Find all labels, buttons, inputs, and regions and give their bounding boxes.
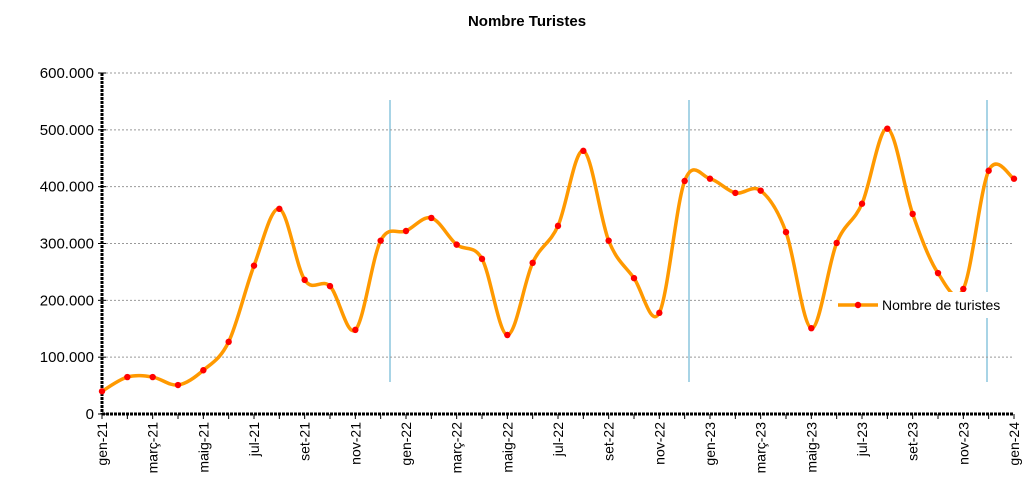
x-tick-label: gen-24 [1006, 422, 1022, 466]
data-point [884, 125, 891, 132]
x-tick-label: març-23 [753, 422, 769, 474]
x-tick-label: maig-21 [195, 422, 211, 473]
data-point [326, 282, 334, 290]
y-tick-label: 0 [86, 406, 94, 423]
x-tick-label: gen-22 [398, 422, 414, 466]
y-tick-label: 600.000 [40, 65, 94, 82]
data-point [377, 237, 384, 244]
x-tick-label: nov-21 [347, 422, 363, 465]
data-point [782, 228, 790, 236]
data-point [529, 259, 536, 267]
data-point [605, 237, 612, 244]
data-point [453, 241, 460, 248]
data-point [98, 388, 106, 395]
data-point [1010, 175, 1018, 182]
y-tick-label: 200.000 [40, 292, 94, 309]
x-tick-label: gen-23 [702, 422, 718, 466]
y-tick-label: 100.000 [40, 349, 94, 366]
data-point [478, 255, 486, 263]
data-point [200, 367, 207, 374]
series-line [101, 126, 1016, 393]
x-tick-label: jul-23 [854, 422, 870, 457]
x-tick-label: jul-22 [550, 422, 566, 457]
data-point [808, 324, 815, 332]
data-point [960, 285, 967, 293]
data-point [630, 274, 638, 282]
x-tick-label: set-22 [601, 422, 617, 461]
legend: Nombre de turistes [832, 292, 1030, 318]
data-point [124, 373, 131, 381]
data-point [732, 189, 739, 197]
chart-title: Nombre Turistes [468, 13, 586, 30]
x-tick-label: nov-22 [651, 422, 667, 465]
data-point [174, 381, 182, 389]
y-tick-label: 500.000 [40, 122, 94, 139]
year-separators [389, 100, 988, 382]
data-point [554, 222, 562, 230]
data-point [225, 338, 232, 346]
x-tick-label: jul-21 [246, 422, 262, 457]
data-point [149, 373, 156, 381]
data-point [985, 167, 992, 174]
data-point [276, 205, 283, 213]
data-point [504, 331, 511, 339]
data-point [706, 175, 714, 182]
data-point [301, 276, 308, 284]
data-point [656, 309, 663, 317]
data-point [934, 269, 942, 277]
data-point [858, 200, 866, 207]
x-tick-label: març-21 [145, 422, 161, 474]
legend-label: Nombre de turistes [882, 297, 1000, 313]
legend-marker [854, 301, 862, 309]
y-tick-label: 400.000 [40, 179, 94, 196]
data-point [833, 239, 840, 247]
y-tick-label: 300.000 [40, 236, 94, 253]
x-tick-label: nov-23 [955, 422, 971, 465]
x-tick-label: set-23 [905, 422, 921, 461]
x-tick-label: maig-22 [499, 422, 515, 473]
data-point [757, 187, 764, 194]
data-point [909, 210, 916, 218]
data-point [352, 326, 359, 334]
x-tick-label: set-21 [297, 422, 313, 461]
data-point [681, 177, 688, 185]
x-tick-label: gen-21 [94, 422, 110, 466]
data-point [580, 147, 587, 155]
data-point [250, 262, 258, 269]
x-tick-label: març-22 [449, 422, 465, 474]
data-point [402, 227, 410, 235]
x-tick-label: maig-23 [803, 422, 819, 473]
data-point [428, 214, 435, 222]
